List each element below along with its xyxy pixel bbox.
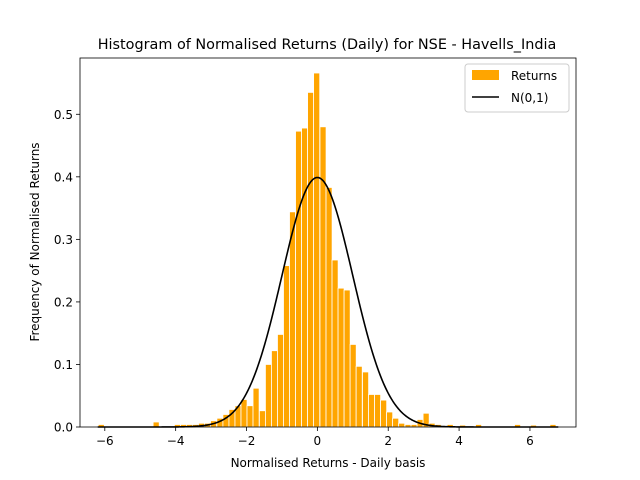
histogram-bar (252, 387, 260, 428)
histogram-bar (271, 350, 278, 428)
x-tick-label: 2 (384, 434, 392, 448)
x-tick-label: −6 (96, 434, 114, 448)
y-tick-label: 0.2 (54, 295, 73, 309)
legend-returns-label: Returns (511, 69, 557, 83)
y-tick-label: 0.0 (54, 421, 73, 435)
y-axis-ticks: 0.0 0.1 0.2 0.3 0.4 0.5 (54, 108, 80, 435)
legend-normal-label: N(0,1) (511, 91, 548, 105)
legend-returns-swatch (472, 70, 499, 80)
histogram-bar (295, 130, 303, 428)
legend: Returns N(0,1) (464, 63, 570, 113)
histogram-bar (398, 422, 406, 428)
histogram-bar (283, 265, 290, 428)
x-tick-label: 6 (526, 434, 534, 448)
histogram-bar (386, 411, 394, 428)
histogram-bar (259, 410, 266, 428)
histogram-bar (319, 126, 327, 428)
histogram-bar (374, 394, 382, 428)
histogram-bar (325, 187, 333, 428)
histogram-bar (313, 72, 321, 428)
y-axis-label: Frequency of Normalised Returns (28, 142, 42, 341)
histogram-bar (362, 371, 370, 428)
y-tick-label: 0.1 (54, 358, 73, 372)
histogram-bar (349, 344, 357, 428)
histogram-bar (277, 334, 284, 428)
histogram-bar (246, 405, 254, 428)
x-tick-label: −4 (167, 434, 185, 448)
y-tick-label: 0.5 (54, 108, 73, 122)
histogram-bar (307, 92, 315, 428)
y-tick-label: 0.4 (54, 170, 73, 184)
histogram-bar (392, 417, 400, 428)
x-tick-label: 4 (455, 434, 463, 448)
chart-title: Histogram of Normalised Returns (Daily) … (98, 37, 557, 53)
plot-frame (79, 57, 577, 428)
histogram-bar (380, 399, 388, 428)
x-tick-label: 0 (314, 434, 322, 448)
histogram-bar (301, 127, 309, 428)
histogram-bar (265, 364, 272, 428)
histogram-bar (355, 365, 363, 428)
histogram-bar (331, 259, 339, 428)
histogram-bar (368, 394, 376, 428)
x-axis-label: Normalised Returns - Daily basis (231, 456, 426, 470)
histogram-bar (343, 289, 351, 428)
histogram-bar (289, 211, 297, 428)
x-tick-label: −2 (238, 434, 256, 448)
histogram-bar (337, 287, 345, 428)
x-axis-ticks: −6 −4 −2 0 2 4 6 (96, 427, 534, 448)
y-tick-label: 0.3 (54, 233, 73, 247)
histogram-bar (240, 399, 248, 428)
